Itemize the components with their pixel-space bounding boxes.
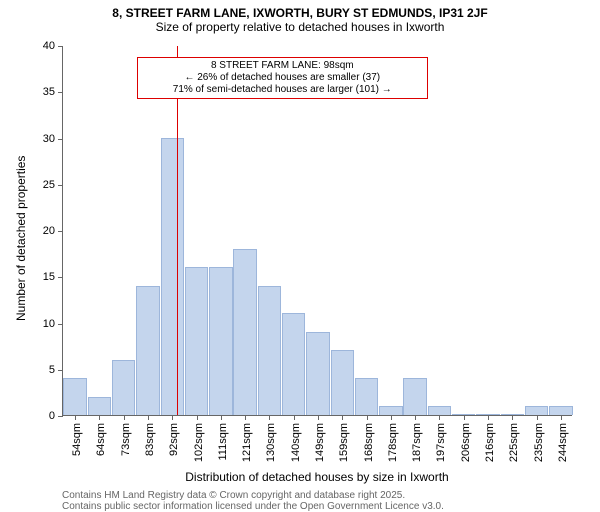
footer-line-2: Contains public sector information licen…	[62, 501, 444, 512]
x-tick	[464, 415, 465, 420]
histogram-bar	[428, 406, 451, 415]
x-tick-label: 102sqm	[193, 423, 205, 462]
chart-title: 8, STREET FARM LANE, IXWORTH, BURY ST ED…	[0, 0, 600, 20]
x-tick-label: 54sqm	[71, 423, 83, 456]
x-tick-label: 73sqm	[120, 423, 132, 456]
x-tick	[99, 415, 100, 420]
x-tick	[245, 415, 246, 420]
annotation-line: 71% of semi-detached houses are larger (…	[142, 84, 423, 96]
x-tick-label: 111sqm	[217, 423, 229, 461]
x-tick-label: 178sqm	[387, 423, 399, 462]
x-tick-label: 197sqm	[435, 423, 447, 462]
histogram-bar	[233, 249, 256, 416]
x-tick	[488, 415, 489, 420]
x-tick-label: 130sqm	[265, 423, 277, 462]
x-tick-label: 187sqm	[411, 423, 423, 462]
x-tick-label: 92sqm	[168, 423, 180, 456]
histogram-bar	[136, 286, 159, 416]
annotation-box: 8 STREET FARM LANE: 98sqm← 26% of detach…	[137, 57, 428, 99]
x-tick	[561, 415, 562, 420]
x-tick	[439, 415, 440, 420]
x-tick-label: 121sqm	[241, 423, 253, 462]
x-tick	[294, 415, 295, 420]
histogram-bar	[525, 406, 548, 415]
x-axis-label: Distribution of detached houses by size …	[62, 470, 572, 484]
histogram-bar	[161, 138, 184, 416]
histogram-bar	[88, 397, 111, 416]
y-axis-label: Number of detached properties	[14, 156, 28, 321]
histogram-bar	[355, 378, 378, 415]
histogram-bar	[379, 406, 402, 415]
histogram-bar	[549, 406, 572, 415]
y-tick-label: 25	[43, 179, 63, 191]
histogram-bar	[209, 267, 232, 415]
x-tick	[391, 415, 392, 420]
x-tick-label: 206sqm	[460, 423, 472, 462]
histogram-bar	[258, 286, 281, 416]
x-tick-label: 244sqm	[557, 423, 569, 462]
histogram-bar	[306, 332, 329, 415]
x-tick-label: 235sqm	[533, 423, 545, 462]
reference-line	[177, 46, 178, 415]
x-tick-label: 83sqm	[144, 423, 156, 456]
y-tick-label: 0	[49, 410, 63, 422]
plot-area: 051015202530354054sqm64sqm73sqm83sqm92sq…	[62, 46, 572, 416]
x-tick	[172, 415, 173, 420]
x-tick-label: 159sqm	[338, 423, 350, 462]
x-tick-label: 216sqm	[484, 423, 496, 462]
annotation-line: 8 STREET FARM LANE: 98sqm	[142, 60, 423, 72]
x-tick-label: 149sqm	[314, 423, 326, 462]
x-tick-label: 140sqm	[290, 423, 302, 462]
x-tick	[269, 415, 270, 420]
x-tick	[512, 415, 513, 420]
annotation-line: ← 26% of detached houses are smaller (37…	[142, 72, 423, 84]
x-tick	[342, 415, 343, 420]
histogram-bar	[112, 360, 135, 416]
x-tick-label: 64sqm	[95, 423, 107, 456]
x-tick	[367, 415, 368, 420]
y-tick-label: 30	[43, 133, 63, 145]
y-tick-label: 10	[43, 318, 63, 330]
chart-subtitle: Size of property relative to detached ho…	[0, 20, 600, 34]
y-tick-label: 5	[49, 364, 63, 376]
y-tick-label: 35	[43, 86, 63, 98]
histogram-bar	[282, 313, 305, 415]
histogram-bar	[403, 378, 426, 415]
y-tick-label: 40	[43, 40, 63, 52]
x-tick	[318, 415, 319, 420]
histogram-bar	[185, 267, 208, 415]
y-tick-label: 20	[43, 225, 63, 237]
x-tick	[124, 415, 125, 420]
y-tick-label: 15	[43, 271, 63, 283]
footer-attribution: Contains HM Land Registry data © Crown c…	[62, 490, 444, 512]
x-tick	[415, 415, 416, 420]
histogram-bar	[63, 378, 86, 415]
histogram-bar	[331, 350, 354, 415]
x-tick-label: 168sqm	[363, 423, 375, 462]
x-tick	[197, 415, 198, 420]
x-tick	[221, 415, 222, 420]
x-tick-label: 225sqm	[508, 423, 520, 462]
x-tick	[75, 415, 76, 420]
x-tick	[148, 415, 149, 420]
x-tick	[537, 415, 538, 420]
footer-line-1: Contains HM Land Registry data © Crown c…	[62, 490, 444, 501]
